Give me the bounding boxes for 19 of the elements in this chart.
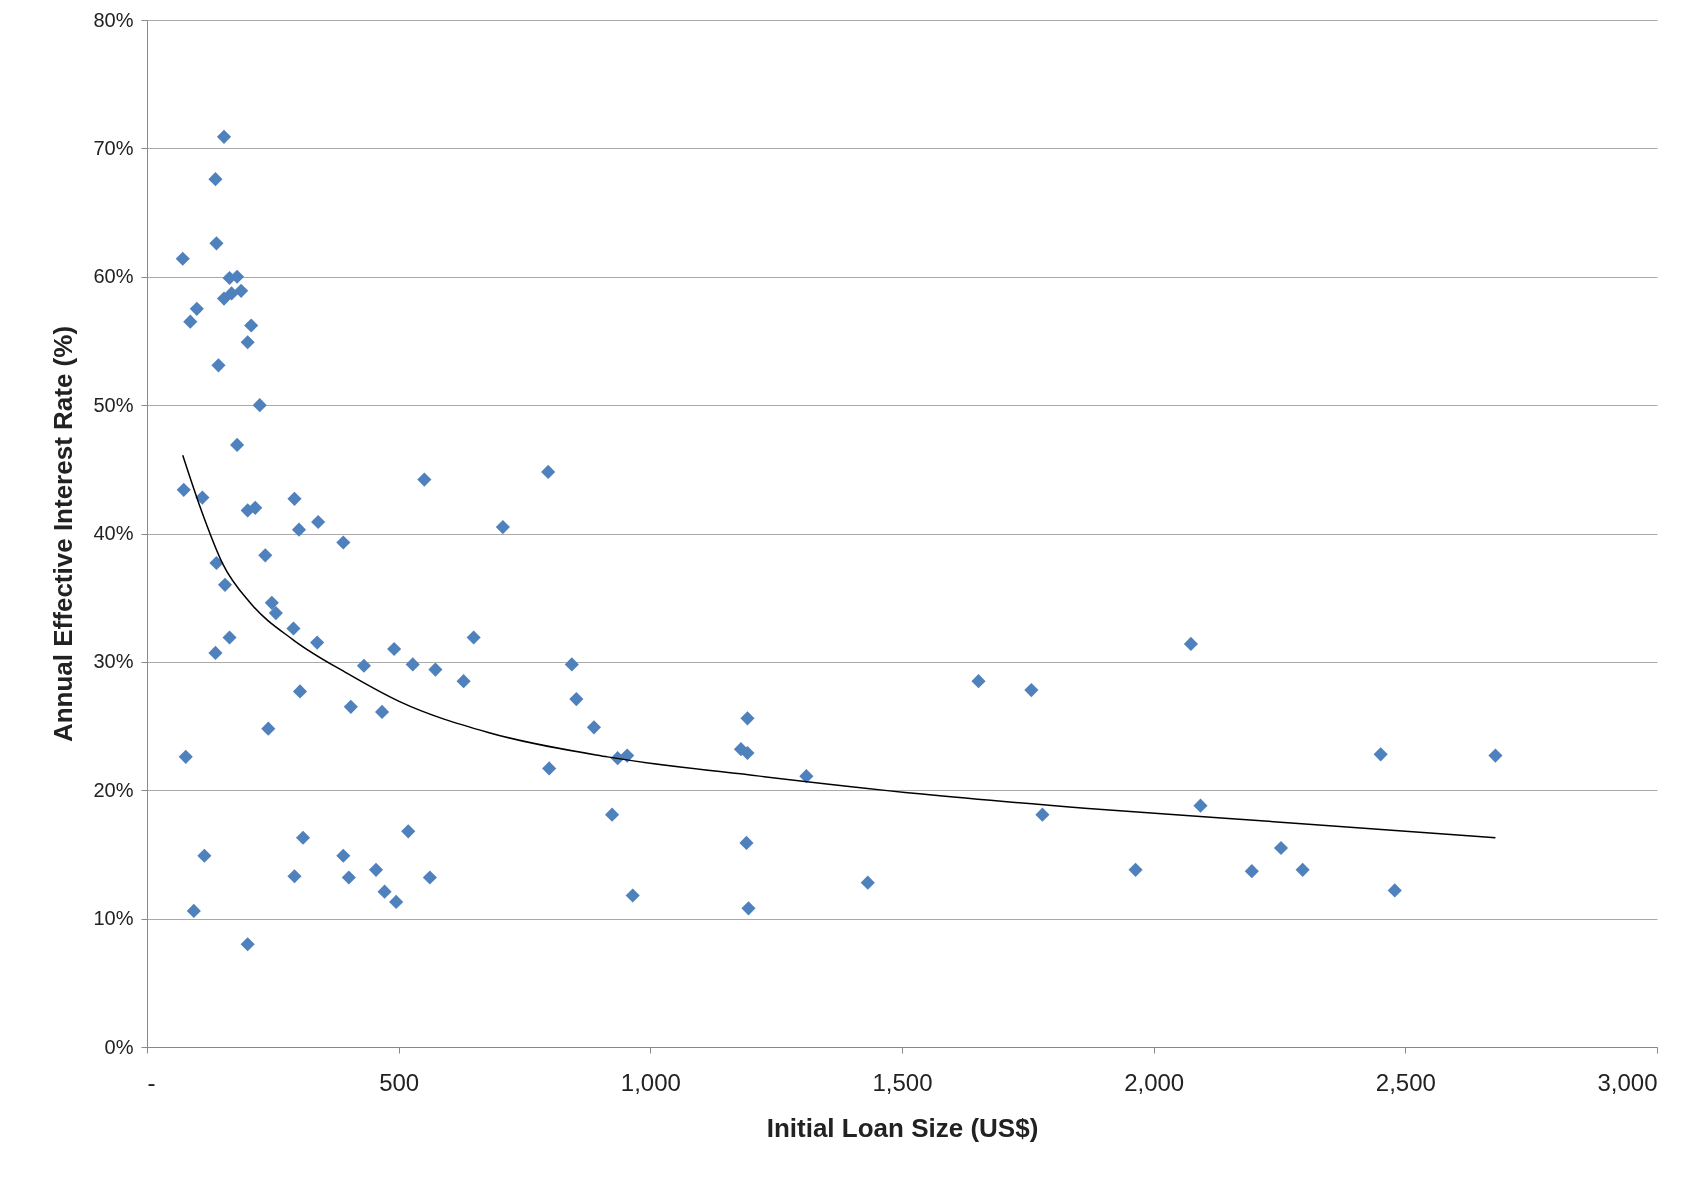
x-tick-label: 2,000 xyxy=(1124,1068,1185,1096)
y-axis-title: Annual Effective Interest Rate (%) xyxy=(48,325,79,743)
y-tick-label: 40% xyxy=(93,522,134,544)
x-tick-label: 1,500 xyxy=(872,1068,933,1096)
y-tick-label: 80% xyxy=(93,8,134,31)
x-axis-title: Initial Loan Size (US$) xyxy=(766,1112,1039,1143)
line-series xyxy=(181,454,1497,839)
y-tick-label: 60% xyxy=(93,265,134,288)
x-tick-label: 2,500 xyxy=(1375,1068,1436,1096)
y-tick-label: 30% xyxy=(93,650,134,673)
y-tick-label: 50% xyxy=(93,393,134,416)
y-tick-label: 0% xyxy=(104,1035,134,1058)
x-tick-label: 500 xyxy=(379,1068,420,1096)
x-tick-label: 3,000 xyxy=(1597,1068,1658,1096)
y-tick-label: 10% xyxy=(93,907,134,930)
y-tick-label: 20% xyxy=(93,778,134,801)
y-tick-label: 70% xyxy=(93,136,134,159)
x-tick-label: - xyxy=(147,1068,156,1096)
x-tick-label: 1,000 xyxy=(620,1068,681,1096)
